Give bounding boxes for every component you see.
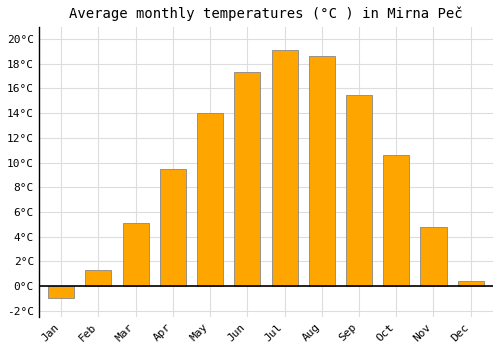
Bar bbox=[86, 270, 112, 286]
Bar bbox=[458, 281, 483, 286]
Bar bbox=[48, 286, 74, 298]
Bar bbox=[272, 50, 297, 286]
Bar bbox=[122, 223, 148, 286]
Bar bbox=[197, 113, 223, 286]
Title: Average monthly temperatures (°C ) in Mirna Peč: Average monthly temperatures (°C ) in Mi… bbox=[69, 7, 462, 21]
Bar bbox=[346, 94, 372, 286]
Bar bbox=[383, 155, 409, 286]
Bar bbox=[420, 227, 446, 286]
Bar bbox=[234, 72, 260, 286]
Bar bbox=[308, 56, 335, 286]
Bar bbox=[160, 169, 186, 286]
